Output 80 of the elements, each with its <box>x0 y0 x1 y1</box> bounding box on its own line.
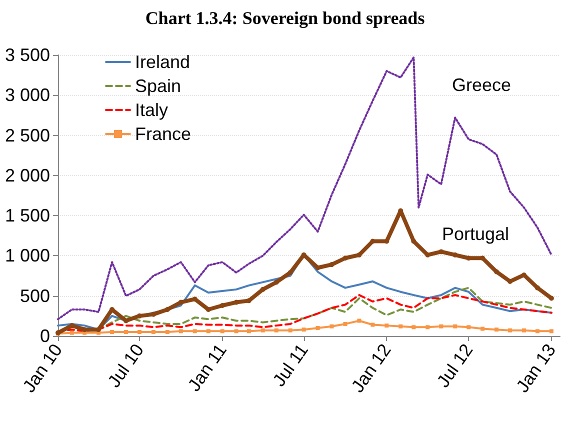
x-tick-label: Jan 12 <box>347 340 395 396</box>
point <box>302 328 306 332</box>
point <box>453 324 458 328</box>
legend-label: Italy <box>135 100 168 120</box>
legend-label: France <box>135 124 192 144</box>
y-tick-label: 0 <box>40 326 50 346</box>
point <box>274 328 278 332</box>
point <box>357 318 362 323</box>
point <box>260 328 265 332</box>
y-tick-label: 2 500 <box>4 125 50 146</box>
point <box>370 322 375 327</box>
point <box>494 328 499 332</box>
y-tick-label: 500 <box>20 286 50 306</box>
x-tick-label: Jul 10 <box>104 340 148 392</box>
y-tick-label: 1 000 <box>4 246 50 266</box>
point <box>342 256 348 261</box>
point <box>452 252 458 258</box>
point <box>288 270 293 276</box>
point <box>165 330 170 334</box>
x-tick-label: Jan 13 <box>512 340 560 396</box>
legend-label: Spain <box>135 76 182 96</box>
point <box>438 249 444 254</box>
point <box>206 307 211 312</box>
point <box>522 328 526 332</box>
point <box>508 278 513 284</box>
point <box>534 285 540 290</box>
point <box>439 324 444 328</box>
point <box>164 307 170 312</box>
annotation: Portugal <box>442 224 510 244</box>
point <box>274 280 279 285</box>
point <box>234 329 238 334</box>
point <box>110 330 114 334</box>
point <box>356 252 362 258</box>
point <box>124 330 128 334</box>
x-tick-label: Jul 11 <box>268 340 312 390</box>
point <box>123 318 128 324</box>
point <box>508 328 512 332</box>
point <box>480 326 485 331</box>
point <box>330 324 334 328</box>
point <box>521 272 526 278</box>
y-tick-label: 3 000 <box>4 85 50 106</box>
point <box>329 262 334 268</box>
chart-title: Chart 1.3.4: Sovereign bond spreads <box>145 8 425 28</box>
point <box>206 329 210 334</box>
x-tick-label: Jul 12 <box>432 340 477 392</box>
point <box>151 330 156 334</box>
point <box>288 328 292 332</box>
point <box>412 325 416 330</box>
point <box>494 269 500 274</box>
point <box>398 324 403 328</box>
point <box>69 323 74 328</box>
point <box>96 327 102 332</box>
point <box>178 300 184 305</box>
point <box>220 329 224 334</box>
point <box>480 256 486 261</box>
point <box>384 324 389 328</box>
legend-label: Ireland <box>135 52 190 72</box>
point <box>70 330 74 335</box>
point <box>137 330 142 334</box>
point <box>411 238 416 244</box>
line-series <box>57 56 552 320</box>
y-tick-label: 3 500 <box>4 45 50 65</box>
point <box>535 329 540 334</box>
point <box>178 329 183 334</box>
point <box>246 329 251 334</box>
point <box>136 313 142 318</box>
point <box>220 302 225 308</box>
annotation: Greece <box>452 75 512 95</box>
point <box>426 325 430 330</box>
point <box>549 329 554 334</box>
y-tick-label: 1 500 <box>4 206 50 226</box>
point <box>260 286 266 292</box>
x-tick-label: Jan 11 <box>184 340 231 395</box>
point <box>315 265 320 270</box>
point <box>466 325 471 330</box>
point <box>343 322 348 326</box>
y-tick-label: 2 000 <box>4 165 50 186</box>
point <box>316 326 320 330</box>
point <box>548 296 554 301</box>
point <box>192 329 197 334</box>
